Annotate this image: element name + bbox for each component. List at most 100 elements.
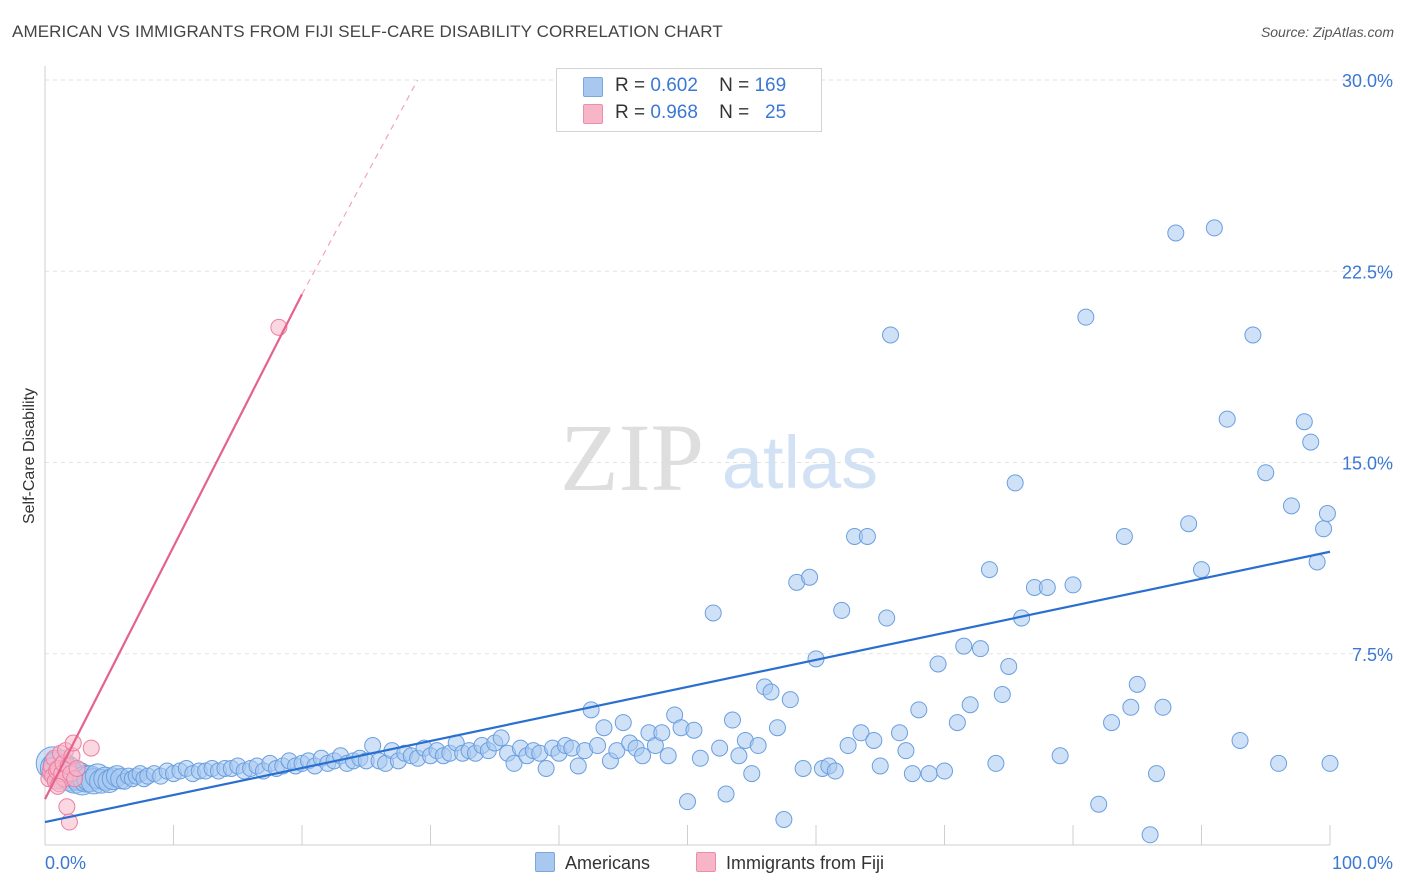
- americans-point: [1295, 413, 1313, 431]
- americans-point: [762, 683, 780, 701]
- americans-point: [891, 724, 909, 742]
- legend-r-label: R =: [615, 75, 646, 96]
- americans-point: [775, 811, 793, 828]
- americans-point: [882, 326, 900, 344]
- americans-point: [537, 760, 555, 777]
- americans-point: [717, 785, 735, 803]
- americans-point: [595, 719, 613, 737]
- americans-point: [723, 711, 741, 729]
- y-tick-label: 22.5%: [1342, 262, 1393, 282]
- americans-point: [878, 609, 896, 627]
- bottom-legend-swatch-fiji: [696, 852, 716, 872]
- americans-point: [987, 754, 1005, 772]
- bottom-legend-label: Immigrants from Fiji: [726, 853, 885, 873]
- americans-point: [897, 742, 915, 760]
- americans-point: [1244, 326, 1262, 344]
- americans-point: [743, 765, 761, 783]
- americans-point: [852, 724, 870, 742]
- americans-point: [1321, 754, 1339, 772]
- americans-point: [1205, 219, 1223, 237]
- legend-r-label: R =: [615, 102, 646, 123]
- americans-point: [691, 749, 709, 767]
- legend-n-value: 25: [765, 102, 787, 123]
- legend-n-label: N =: [719, 102, 750, 123]
- americans-point: [1154, 698, 1172, 716]
- americans-point: [1257, 464, 1275, 482]
- americans-point: [858, 527, 876, 545]
- series-fiji: [40, 318, 288, 831]
- grid-lines: [45, 79, 1395, 655]
- americans-point: [1302, 433, 1320, 451]
- fiji-trend-extension: [301, 79, 419, 295]
- americans-point: [589, 737, 607, 755]
- bottom-legend-swatch-americans: [535, 852, 555, 872]
- americans-point: [749, 737, 767, 755]
- americans-point: [936, 762, 953, 780]
- americans-point: [961, 696, 979, 714]
- americans-point: [1038, 578, 1056, 596]
- americans-point: [971, 640, 989, 658]
- correlation-legend: R = 0.602 N = 169 R = 0.968 N = 25: [556, 68, 822, 132]
- tick-labels: 7.5% 15.0% 22.5% 30.0% 0.0% 100.0%: [45, 71, 1393, 873]
- americans-point: [505, 754, 523, 772]
- americans-point: [1318, 505, 1336, 522]
- americans-point: [653, 724, 671, 742]
- americans-point: [839, 737, 857, 755]
- americans-point: [1006, 474, 1024, 492]
- americans-point: [1128, 675, 1146, 693]
- legend-r-value: 0.968: [650, 102, 698, 123]
- fiji-point: [82, 739, 100, 757]
- fiji-point: [58, 798, 76, 816]
- americans-point: [801, 568, 819, 586]
- bottom-legend-americans: Americans: [535, 852, 650, 874]
- legend-r-value: 0.602: [650, 75, 698, 96]
- legend-n-label: N =: [719, 75, 750, 96]
- americans-point: [794, 760, 812, 777]
- fiji-trend-line: [44, 293, 303, 800]
- americans-point: [1064, 576, 1082, 594]
- americans-point: [833, 601, 851, 619]
- americans-point: [1115, 527, 1133, 545]
- americans-point: [1231, 731, 1249, 749]
- americans-point: [993, 686, 1011, 704]
- bottom-legend-label: Americans: [565, 853, 651, 873]
- bottom-legend-fiji: Immigrants from Fiji: [696, 852, 884, 874]
- americans-point: [865, 731, 883, 749]
- source-label: Source: ZipAtlas.com: [1260, 24, 1394, 40]
- x-tick-label: 100.0%: [1332, 853, 1393, 873]
- americans-point: [614, 714, 632, 732]
- americans-point: [1315, 520, 1333, 538]
- americans-point: [1103, 714, 1121, 732]
- americans-point: [1193, 561, 1210, 579]
- americans-point: [768, 719, 786, 737]
- americans-point: [781, 691, 799, 709]
- americans-point: [871, 757, 889, 775]
- x-tick-label: 0.0%: [45, 853, 86, 873]
- americans-point: [948, 714, 966, 732]
- americans-point: [1077, 308, 1095, 326]
- americans-point: [910, 701, 928, 719]
- y-tick-label: 7.5%: [1352, 645, 1393, 665]
- americans-point: [582, 701, 600, 719]
- legend-swatch-fiji: [583, 104, 603, 124]
- americans-point: [685, 721, 703, 739]
- americans-point: [920, 765, 938, 783]
- americans-point: [1282, 497, 1300, 515]
- legend-n-value: 169: [754, 75, 787, 96]
- americans-point: [826, 762, 844, 780]
- americans-point: [1090, 795, 1108, 813]
- watermark-atlas: atlas: [722, 421, 878, 504]
- axes: [44, 66, 1331, 846]
- americans-point: [659, 747, 677, 765]
- americans-point: [1180, 515, 1198, 533]
- americans-point: [1122, 698, 1140, 716]
- americans-point: [903, 765, 921, 783]
- watermark-zip: ZIP: [560, 404, 704, 511]
- americans-point: [1270, 754, 1288, 772]
- y-tick-label: 15.0%: [1342, 454, 1393, 474]
- americans-point: [704, 604, 722, 622]
- americans-point: [1141, 826, 1159, 844]
- legend-swatch-americans: [583, 77, 603, 97]
- americans-point: [492, 729, 510, 747]
